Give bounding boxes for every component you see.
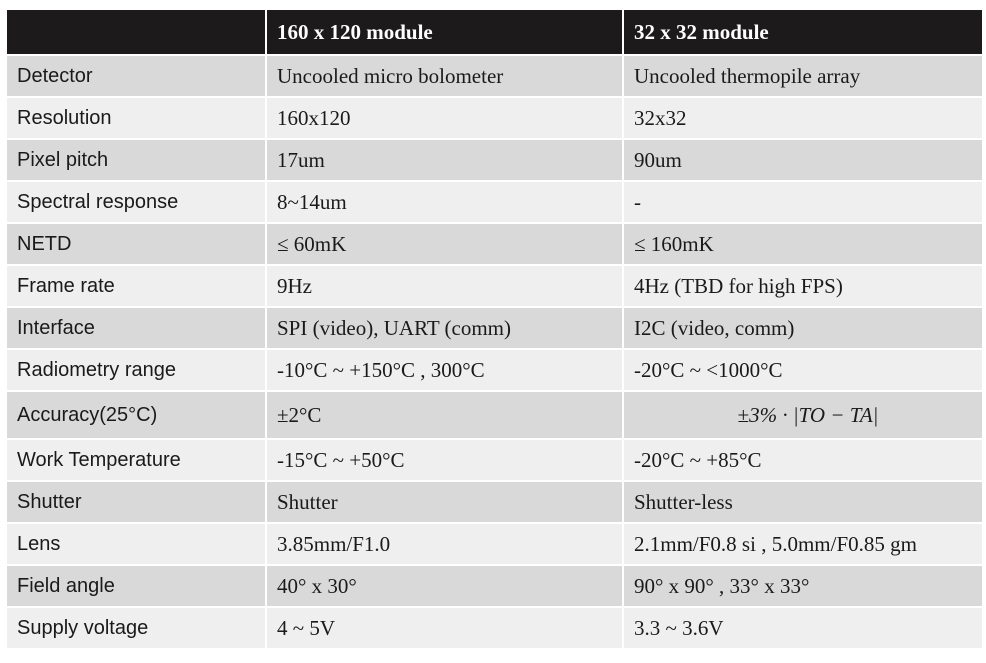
cell: 90um — [624, 140, 982, 180]
table-row: Lens 3.85mm/F1.0 2.1mm/F0.8 si , 5.0mm/F0.… — [7, 524, 982, 564]
header-cell: 32 x 32 module — [624, 10, 982, 54]
cell: 160x120 — [267, 98, 622, 138]
row-label: Interface — [7, 308, 265, 348]
row-label: Pixel pitch — [7, 140, 265, 180]
row-label: Lens — [7, 524, 265, 564]
cell: Shutter-less — [624, 482, 982, 522]
cell: 2.1mm/F0.8 si , 5.0mm/F0.85 gm — [624, 524, 982, 564]
table-row: Supply voltage 4 ~ 5V 3.3 ~ 3.6V — [7, 608, 982, 648]
table-row: Accuracy(25°C) ±2°C ±3% · |TO − TA| — [7, 392, 982, 438]
table-row: Pixel pitch 17um 90um — [7, 140, 982, 180]
cell: 4 ~ 5V — [267, 608, 622, 648]
header-cell — [7, 10, 265, 54]
row-label: Field angle — [7, 566, 265, 606]
table-row: Frame rate 9Hz 4Hz (TBD for high FPS) — [7, 266, 982, 306]
cell: ≤ 60mK — [267, 224, 622, 264]
cell: 3.85mm/F1.0 — [267, 524, 622, 564]
cell: 4Hz (TBD for high FPS) — [624, 266, 982, 306]
table-row: Detector Uncooled micro bolometer Uncooled… — [7, 56, 982, 96]
row-label: Spectral response — [7, 182, 265, 222]
cell: 3.3 ~ 3.6V — [624, 608, 982, 648]
table-row: Field angle 40° x 30° 90° x 90° , 33° x 33… — [7, 566, 982, 606]
spec-table: 160 x 120 module 32 x 32 module Detector… — [5, 8, 984, 650]
row-label: Radiometry range — [7, 350, 265, 390]
cell: ±2°C — [267, 392, 622, 438]
table-header: 160 x 120 module 32 x 32 module — [7, 10, 982, 54]
cell: ≤ 160mK — [624, 224, 982, 264]
cell: 90° x 90° , 33° x 33° — [624, 566, 982, 606]
table-row: Radiometry range -10°C ~ +150°C , 300°C -2… — [7, 350, 982, 390]
table-row: Spectral response 8~14um - — [7, 182, 982, 222]
row-label: NETD — [7, 224, 265, 264]
cell: Uncooled micro bolometer — [267, 56, 622, 96]
cell: 32x32 — [624, 98, 982, 138]
cell: 9Hz — [267, 266, 622, 306]
row-label: Accuracy(25°C) — [7, 392, 265, 438]
cell: I2C (video, comm) — [624, 308, 982, 348]
cell: SPI (video), UART (comm) — [267, 308, 622, 348]
cell: -15°C ~ +50°C — [267, 440, 622, 480]
table-row: NETD ≤ 60mK ≤ 160mK — [7, 224, 982, 264]
cell: -20°C ~ +85°C — [624, 440, 982, 480]
header-cell: 160 x 120 module — [267, 10, 622, 54]
row-label: Resolution — [7, 98, 265, 138]
cell: -20°C ~ <1000°C — [624, 350, 982, 390]
row-label: Supply voltage — [7, 608, 265, 648]
cell: 17um — [267, 140, 622, 180]
cell: Uncooled thermopile array — [624, 56, 982, 96]
cell: - — [624, 182, 982, 222]
cell: ±3% · |TO − TA| — [624, 392, 982, 438]
row-label: Frame rate — [7, 266, 265, 306]
cell: Shutter — [267, 482, 622, 522]
cell: 40° x 30° — [267, 566, 622, 606]
cell: -10°C ~ +150°C , 300°C — [267, 350, 622, 390]
cell: 8~14um — [267, 182, 622, 222]
table-body: Detector Uncooled micro bolometer Uncooled… — [7, 56, 982, 648]
table-row: Resolution 160x120 32x32 — [7, 98, 982, 138]
header-row: 160 x 120 module 32 x 32 module — [7, 10, 982, 54]
row-label: Detector — [7, 56, 265, 96]
row-label: Work Temperature — [7, 440, 265, 480]
row-label: Shutter — [7, 482, 265, 522]
table-row: Work Temperature -15°C ~ +50°C -20°C ~ +85… — [7, 440, 982, 480]
table-row: Shutter Shutter Shutter-less — [7, 482, 982, 522]
table-row: Interface SPI (video), UART (comm) I2C (vi… — [7, 308, 982, 348]
